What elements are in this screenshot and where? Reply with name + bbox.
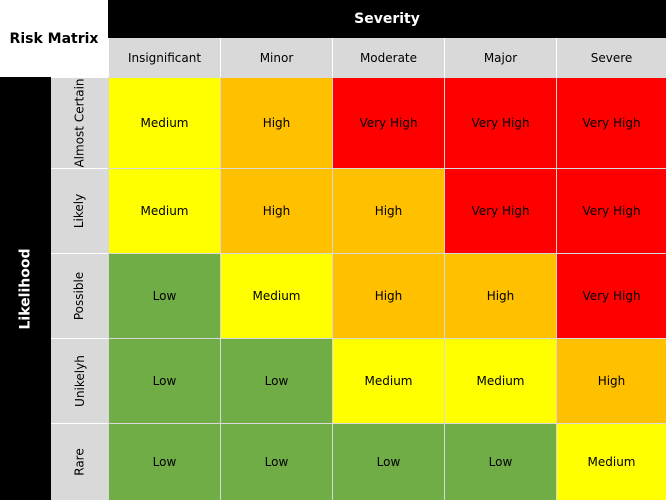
risk-cell: Medium [556, 423, 666, 500]
severity-col-minor: Minor [220, 38, 332, 77]
risk-cell: High [332, 168, 444, 253]
likelihood-row-label: Possible [72, 271, 87, 321]
risk-cell: Very High [556, 168, 666, 253]
severity-col-moderate: Moderate [332, 38, 444, 77]
severity-col-severe: Severe [556, 38, 666, 77]
likelihood-row-label: Almost Certain [72, 78, 87, 168]
likelihood-row-rare: Rare [51, 423, 108, 500]
risk-cell: Very High [444, 77, 556, 168]
risk-cell: Very High [556, 253, 666, 338]
risk-cell: Medium [332, 338, 444, 423]
risk-cell: Medium [108, 77, 220, 168]
likelihood-row-label: Unikelyh [72, 355, 87, 407]
risk-cell: Medium [220, 253, 332, 338]
risk-cell: Low [108, 338, 220, 423]
severity-col-insignificant: Insignificant [108, 38, 220, 77]
risk-cell: Low [220, 338, 332, 423]
risk-cell: Low [108, 253, 220, 338]
risk-cell: High [332, 253, 444, 338]
likelihood-label: Likelihood [17, 248, 34, 329]
risk-cell: Medium [444, 338, 556, 423]
risk-cell: High [444, 253, 556, 338]
severity-col-major: Major [444, 38, 556, 77]
risk-cell: Very High [444, 168, 556, 253]
matrix-title: Risk Matrix [0, 0, 108, 77]
risk-cell: Very High [556, 77, 666, 168]
likelihood-row-likely: Likely [51, 168, 108, 253]
likelihood-row-almost-certain: Almost Certain [51, 77, 108, 168]
risk-cell: Low [332, 423, 444, 500]
risk-cell: Medium [108, 168, 220, 253]
risk-cell: Low [108, 423, 220, 500]
likelihood-row-possible: Possible [51, 253, 108, 338]
severity-header: Severity [108, 0, 666, 38]
likelihood-header: Likelihood [0, 77, 51, 500]
risk-cell: Very High [332, 77, 444, 168]
risk-cell: Low [444, 423, 556, 500]
risk-cell: High [556, 338, 666, 423]
likelihood-row-unlikely: Unikelyh [51, 338, 108, 423]
risk-cell: Low [220, 423, 332, 500]
risk-cell: High [220, 77, 332, 168]
likelihood-row-label: Rare [72, 448, 87, 476]
risk-cell: High [220, 168, 332, 253]
likelihood-row-label: Likely [72, 193, 87, 229]
